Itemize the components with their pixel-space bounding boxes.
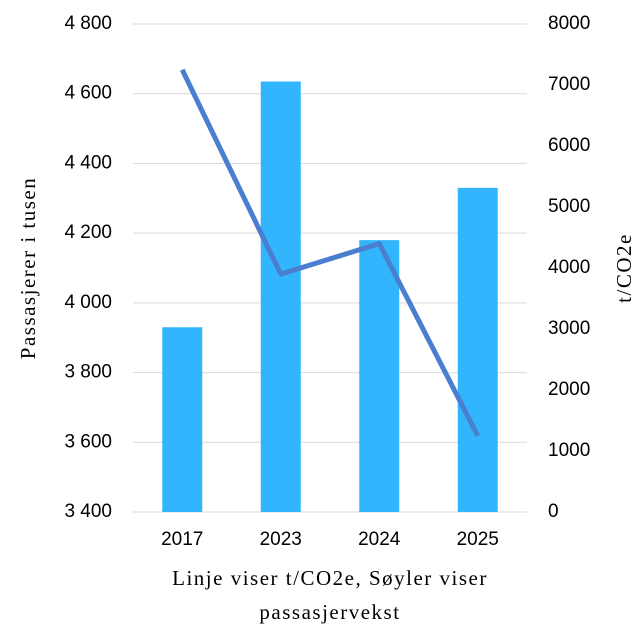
y-tick-label: 4 800 [64, 13, 112, 34]
y2-tick-label: 2000 [548, 379, 590, 400]
line [179, 68, 480, 437]
x-axis-title: Linje viser t/CO2e, Søyler viser [172, 566, 488, 590]
bar [359, 240, 400, 512]
y2-tick-label: 7000 [548, 74, 590, 95]
x-tick-label: 2023 [260, 529, 302, 550]
y2-tick-label: 5000 [548, 196, 590, 217]
y-tick-label: 4 600 [64, 83, 112, 104]
bar [260, 81, 301, 512]
x-tick-label: 2017 [161, 529, 203, 550]
y-tick-label: 4 000 [64, 292, 112, 313]
y2-tick-label: 4000 [548, 257, 590, 278]
x-axis-title: passasjervekst [259, 600, 400, 624]
y-tick-label: 4 400 [64, 152, 112, 173]
y-tick-label: 3 400 [64, 501, 112, 522]
y2-axis-title: t/CO2e [612, 233, 636, 303]
y2-tick-label: 3000 [548, 318, 590, 339]
y-tick-label: 4 200 [64, 222, 112, 243]
bar [457, 187, 498, 513]
y2-tick-label: 8000 [548, 13, 590, 34]
y2-tick-label: 6000 [548, 135, 590, 156]
y-axis-title: Passasjerer i tusen [16, 177, 40, 359]
x-tick-label: 2025 [457, 529, 499, 550]
y2-tick-label: 1000 [548, 440, 590, 461]
y-tick-label: 3 600 [64, 431, 112, 452]
y-tick-label: 3 800 [64, 362, 112, 383]
x-tick-label: 2024 [358, 529, 401, 550]
y2-tick-label: 0 [548, 501, 559, 522]
bar [162, 327, 203, 512]
